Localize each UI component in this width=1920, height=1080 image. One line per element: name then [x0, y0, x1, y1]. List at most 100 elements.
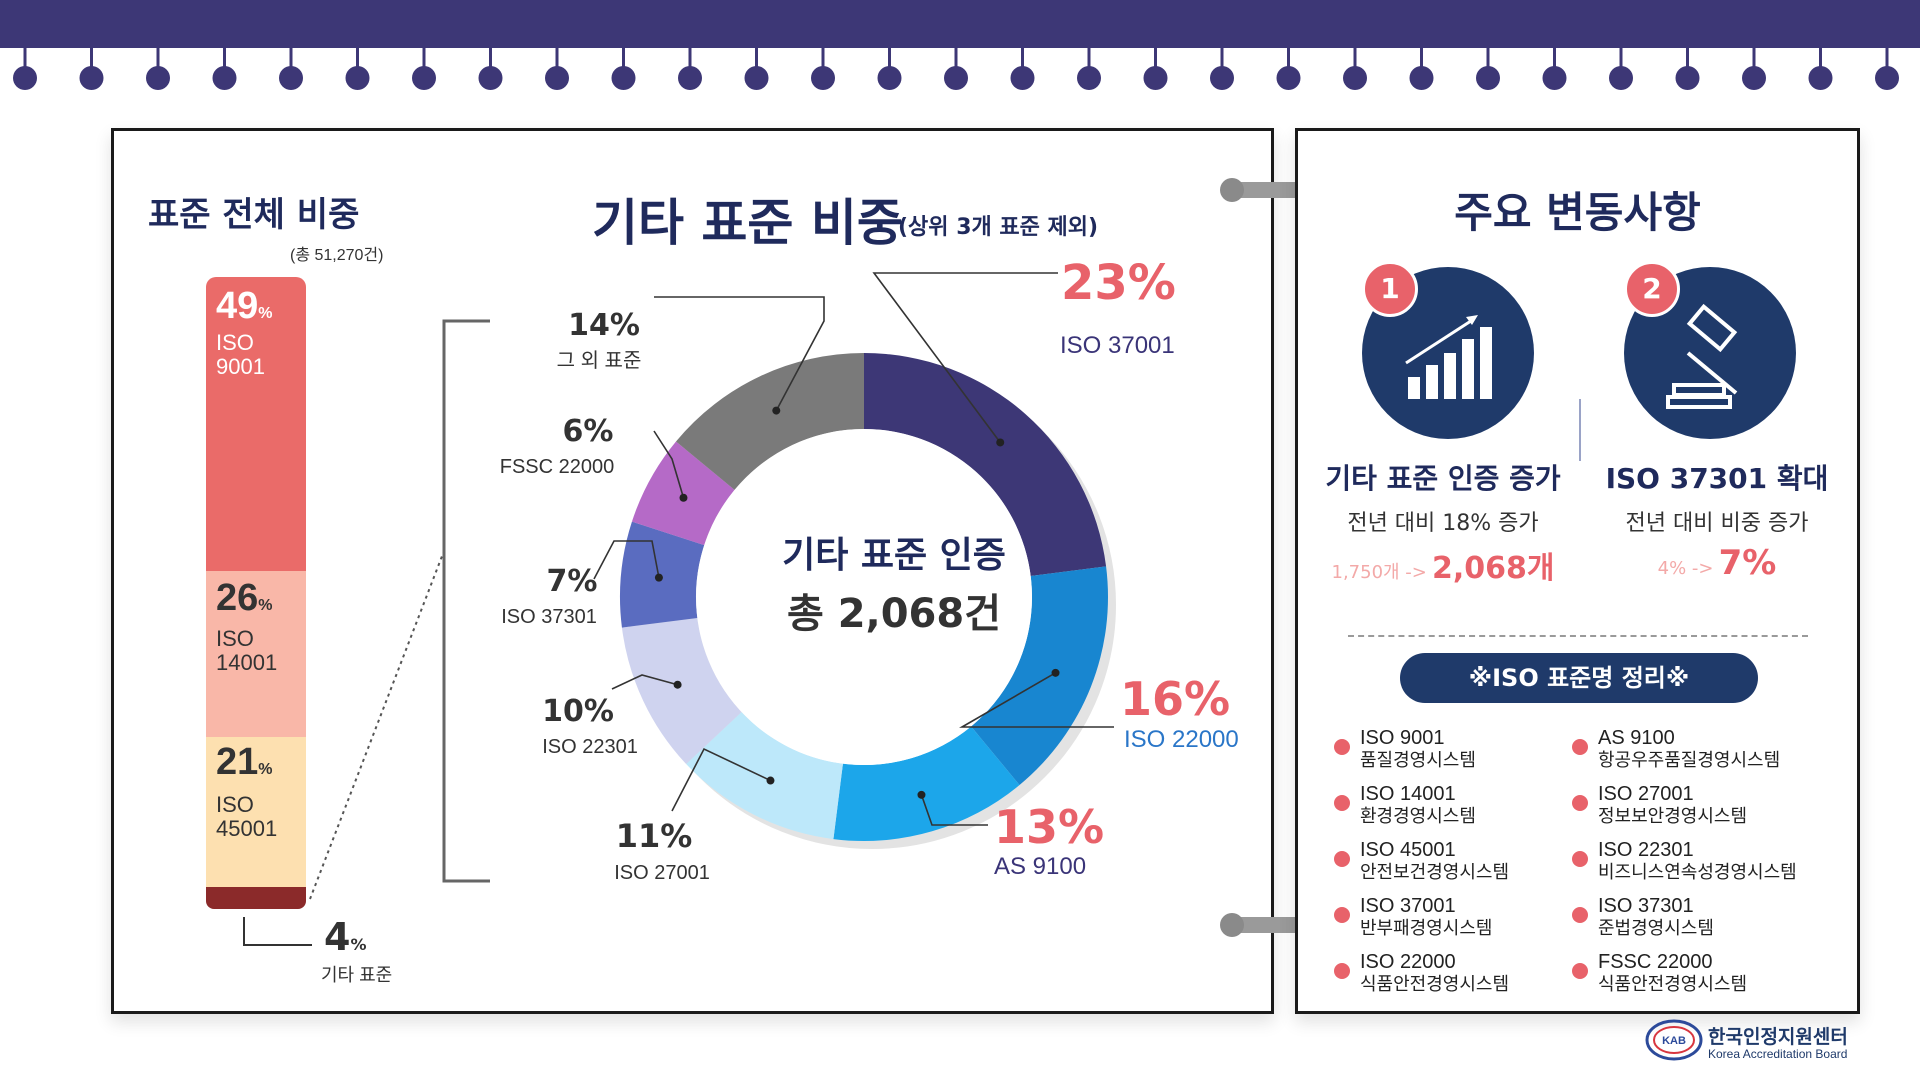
binder-ring [1675, 48, 1700, 90]
glossary-name: 준법경영시스템 [1598, 918, 1714, 938]
glossary-item: ISO 14001 환경경영시스템 [1334, 783, 1476, 827]
binder-ring [811, 48, 835, 90]
bar-segment-other [206, 887, 306, 909]
bullet-dot [1572, 795, 1588, 811]
donut-chart: 23% ISO 37001 16%ISO 22000 13%AS 9100 11% ISO… [500, 255, 1239, 884]
binder-ring [1077, 48, 1101, 90]
bar-pct: 49 [216, 285, 259, 327]
slice-pct-label: 6% [563, 414, 614, 449]
donut-slice [621, 618, 742, 765]
item-sub: 전년 대비 비중 증가 [1625, 511, 1809, 536]
donut-slice [833, 726, 1020, 841]
bullet-dot [1572, 963, 1588, 979]
slice-name-label: ISO 27001 [614, 862, 710, 884]
leader-dot [1051, 668, 1060, 677]
slice-name-label: ISO 22301 [542, 736, 638, 758]
glossary-name: 안전보건경영시스템 [1360, 862, 1510, 882]
binder-ring [1542, 48, 1567, 90]
binder-ring [1143, 48, 1168, 90]
binder-ring [1343, 48, 1367, 90]
glossary-item: ISO 45001 안전보건경영시스템 [1334, 839, 1510, 883]
leader-line [920, 794, 988, 826]
binder-ring [1609, 48, 1633, 90]
item-to: 2,068개 [1431, 551, 1555, 586]
donut-slice [864, 353, 1107, 576]
binder-ring [1010, 48, 1035, 90]
binder-ring [1276, 48, 1301, 90]
binder-ring [1476, 48, 1500, 90]
bar-label: 9001 [216, 354, 265, 379]
binder-ring [545, 48, 569, 90]
slice-pct-label: 14% [568, 308, 640, 343]
binder-ring [345, 48, 370, 90]
glossary-name: 항공우주품질경영시스템 [1598, 750, 1781, 770]
donut-center-line2: 총 2,068건 [786, 591, 1002, 637]
binder-ring [611, 48, 636, 90]
leader-line [654, 296, 825, 411]
binder-ring [1210, 48, 1234, 90]
bar-segment-iso9001: 49% ISO 9001 [206, 277, 306, 571]
glossary-item: ISO 22000 식품안전경영시스템 [1334, 951, 1510, 995]
bullet-dot [1334, 851, 1350, 867]
leader-dot [917, 790, 926, 799]
slice-pct-label: 7% [547, 564, 598, 599]
leader-dot [772, 406, 781, 415]
bullet-dot [1334, 963, 1350, 979]
bar-pct: 21 [216, 741, 259, 783]
glossary-code: ISO 22000 [1360, 951, 1456, 973]
leader-line [959, 672, 1114, 728]
left-panel: 표준 전체 비중 (총 51,270건) 49% ISO 9001 26% ISO… [111, 128, 1274, 1014]
glossary-name: 식품안전경영시스템 [1598, 974, 1748, 994]
leader-dot [996, 438, 1005, 447]
binder-ring [744, 48, 769, 90]
donut-center-line1: 기타 표준 인증 [782, 535, 1006, 576]
glossary-item: ISO 37001 반부패경영시스템 [1334, 895, 1492, 939]
slice-name-label: FSSC 22000 [500, 456, 615, 478]
leader-line [872, 272, 1058, 443]
glossary-title: ※ISO 표준명 정리※ [1400, 653, 1758, 703]
glossary-code: ISO 14001 [1360, 783, 1456, 805]
glossary-code: ISO 37001 [1360, 895, 1456, 917]
org-name-en: Korea Accreditation Board [1708, 1047, 1848, 1061]
slice-name-label: AS 9100 [994, 853, 1086, 880]
slice-pct-label: 23% [1061, 255, 1176, 311]
leader-dot [766, 776, 775, 785]
right-panel: 주요 변동사항 1 2 기타 표준 인증 증가 전년 대비 18% 증가 [1295, 128, 1860, 1014]
binder-ring [877, 48, 902, 90]
glossary-code: AS 9100 [1598, 727, 1675, 749]
divider [1579, 399, 1581, 461]
glossary-item: ISO 27001 정보보안경영시스템 [1572, 783, 1747, 827]
bar-segment-iso14001: 26% ISO 14001 [206, 571, 306, 737]
bar-pct-unit: % [258, 761, 273, 778]
donut-title: 기타 표준 비중 [592, 194, 903, 252]
item-number-badge: 1 [1362, 261, 1418, 317]
binder-ring [1409, 48, 1434, 90]
glossary-item: ISO 37301 준법경영시스템 [1572, 895, 1714, 939]
binder-ring [412, 48, 436, 90]
stacked-bar-subtitle: (총 51,270건) [290, 247, 384, 264]
item-from: 1,750개 -> [1331, 562, 1427, 583]
slice-pct-label: 13% [994, 800, 1104, 854]
leader-line [671, 747, 771, 812]
slice-pct-label: 16% [1120, 672, 1230, 726]
item-heading: 기타 표준 인증 증가 [1325, 462, 1561, 495]
donut-slice [675, 353, 864, 490]
binder-rings [13, 48, 1899, 90]
glossary-code: ISO 45001 [1360, 839, 1456, 861]
donut-slice [686, 712, 843, 840]
bar-label: 14001 [216, 650, 278, 675]
glossary-code: ISO 22301 [1598, 839, 1694, 861]
slice-name-label: ISO 37301 [501, 606, 597, 628]
item-sub: 전년 대비 18% 증가 [1347, 511, 1539, 536]
donut-slice [620, 521, 705, 628]
leader-dot [673, 680, 682, 689]
binder-ring [1875, 48, 1899, 90]
binder-ring [1808, 48, 1833, 90]
slice-name-label: 그 외 표준 [557, 349, 642, 372]
other-pct-unit: % [350, 935, 367, 954]
glossary-name: 환경경영시스템 [1360, 806, 1476, 826]
glossary-name: 식품안전경영시스템 [1360, 974, 1510, 994]
glossary-code: ISO 9001 [1360, 727, 1445, 749]
org-name-ko: 한국인정지원센터 [1708, 1026, 1848, 1048]
bar-label: ISO [216, 330, 254, 355]
